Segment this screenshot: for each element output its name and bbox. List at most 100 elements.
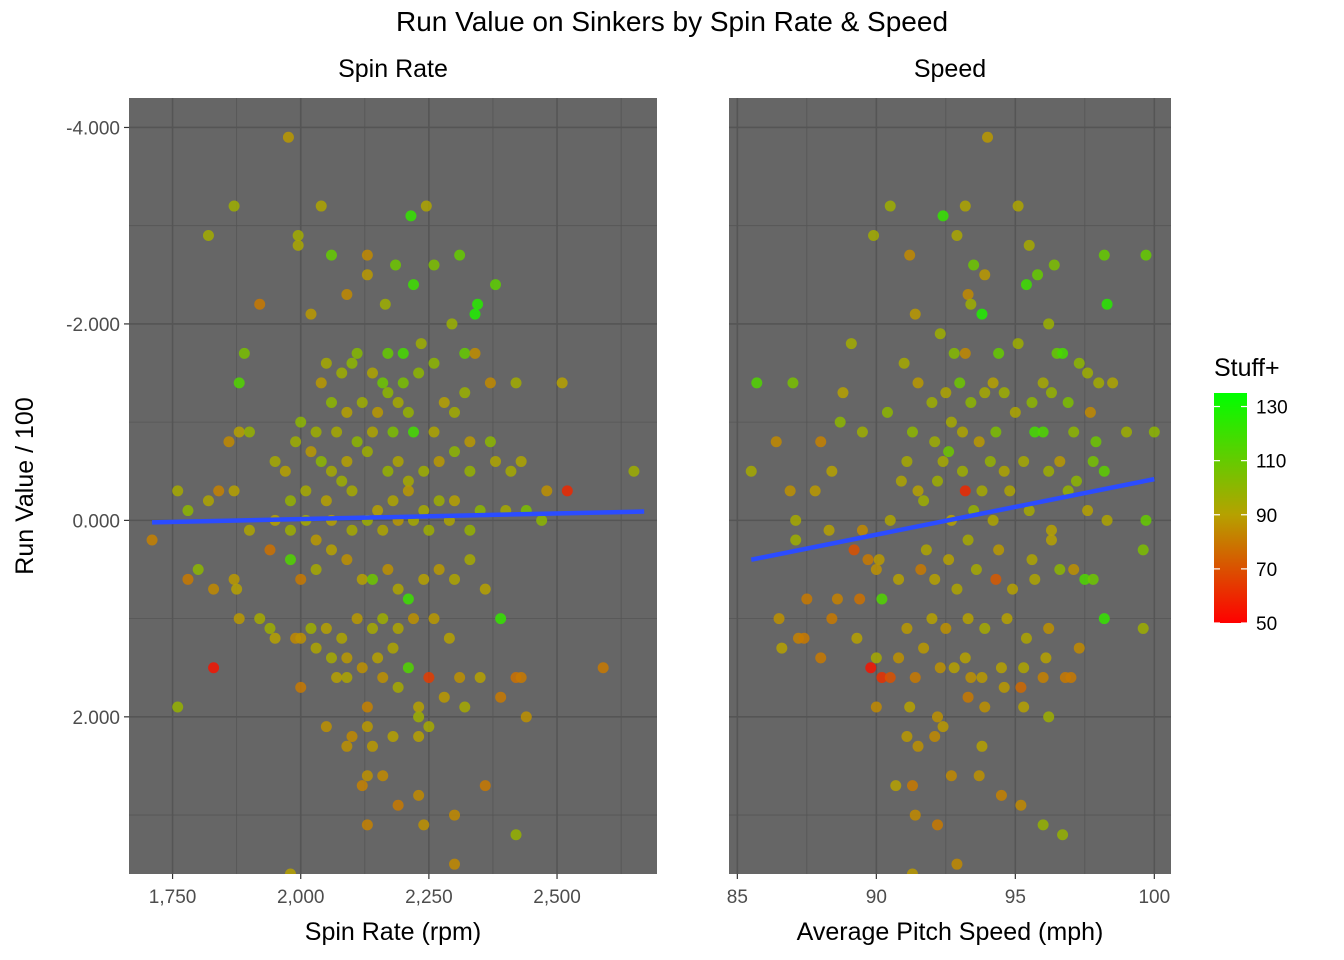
- data-point: [336, 475, 348, 487]
- data-point: [1107, 377, 1119, 389]
- y-tick-label: 0.000: [72, 511, 120, 532]
- data-point: [366, 622, 378, 634]
- legend-title: Stuff+: [1214, 354, 1280, 382]
- data-point: [929, 573, 941, 585]
- data-point: [310, 563, 322, 575]
- data-point: [1043, 711, 1055, 723]
- data-point: [1070, 475, 1082, 487]
- data-point: [809, 485, 821, 497]
- data-point: [959, 485, 971, 497]
- data-point: [881, 406, 893, 418]
- data-point: [495, 691, 507, 703]
- data-point: [464, 436, 476, 448]
- data-point: [295, 416, 307, 428]
- data-point: [848, 544, 860, 556]
- x-axis-label-speed: Average Pitch Speed (mph): [797, 918, 1104, 946]
- data-point: [182, 573, 194, 585]
- data-point: [454, 249, 466, 261]
- data-point: [392, 583, 404, 595]
- data-point: [397, 377, 409, 389]
- data-point: [490, 279, 502, 291]
- data-point: [979, 622, 991, 634]
- data-point: [904, 249, 916, 261]
- data-point: [292, 239, 304, 251]
- data-point: [469, 308, 481, 320]
- data-point: [428, 357, 440, 369]
- data-point: [1037, 377, 1049, 389]
- data-point: [415, 338, 427, 350]
- data-point: [1029, 573, 1041, 585]
- data-point: [305, 308, 317, 320]
- data-point: [901, 622, 913, 634]
- data-point: [556, 377, 568, 389]
- data-point: [269, 632, 281, 644]
- data-point: [449, 495, 461, 507]
- data-point: [413, 701, 425, 713]
- data-point: [336, 632, 348, 644]
- data-point: [1057, 347, 1069, 359]
- data-point: [890, 780, 902, 792]
- data-point: [970, 563, 982, 575]
- data-point: [495, 613, 507, 625]
- x-tick-label: 95: [1005, 887, 1026, 908]
- data-point: [284, 554, 296, 566]
- data-point: [868, 230, 880, 242]
- data-point: [372, 652, 384, 664]
- data-point: [390, 259, 402, 271]
- data-point: [408, 426, 420, 438]
- legend-tick-label: 70: [1256, 560, 1277, 581]
- data-point: [1015, 799, 1027, 811]
- data-point: [962, 288, 974, 300]
- data-point: [1137, 544, 1149, 556]
- data-point: [845, 338, 857, 350]
- data-point: [284, 495, 296, 507]
- legend: Stuff+ 50 70 90 110 130: [1214, 354, 1288, 635]
- data-point: [413, 367, 425, 379]
- data-point: [366, 573, 378, 585]
- data-point: [423, 721, 435, 733]
- data-point: [979, 269, 991, 281]
- data-point: [392, 397, 404, 409]
- data-point: [823, 524, 835, 536]
- data-point: [851, 632, 863, 644]
- data-point: [1068, 563, 1080, 575]
- data-point: [433, 563, 445, 575]
- data-point: [295, 632, 307, 644]
- data-point: [937, 721, 949, 733]
- data-point: [295, 681, 307, 693]
- data-point: [325, 544, 337, 556]
- data-point: [387, 642, 399, 654]
- data-point: [146, 534, 158, 546]
- data-point: [459, 387, 471, 399]
- data-point: [346, 357, 358, 369]
- data-point: [361, 770, 373, 782]
- data-point: [284, 524, 296, 536]
- data-point: [1087, 455, 1099, 467]
- data-point: [231, 583, 243, 595]
- data-point: [336, 367, 348, 379]
- data-point: [208, 662, 220, 674]
- data-point: [1098, 249, 1110, 261]
- panel-title-spin: Spin Rate: [338, 55, 448, 83]
- data-point: [418, 573, 430, 585]
- data-point: [865, 662, 877, 674]
- legend-tick-label: 130: [1256, 398, 1288, 419]
- data-point: [356, 662, 368, 674]
- data-point: [876, 593, 888, 605]
- data-point: [515, 672, 527, 684]
- data-point: [366, 740, 378, 752]
- data-point: [428, 613, 440, 625]
- data-point: [912, 377, 924, 389]
- data-point: [315, 377, 327, 389]
- data-point: [295, 573, 307, 585]
- data-point: [377, 524, 389, 536]
- data-point: [320, 495, 332, 507]
- data-point: [346, 524, 358, 536]
- data-point: [346, 485, 358, 497]
- data-point: [959, 652, 971, 664]
- data-point: [305, 622, 317, 634]
- data-point: [1084, 406, 1096, 418]
- data-point: [356, 573, 368, 585]
- points-speed: [745, 131, 1160, 874]
- data-point: [346, 730, 358, 742]
